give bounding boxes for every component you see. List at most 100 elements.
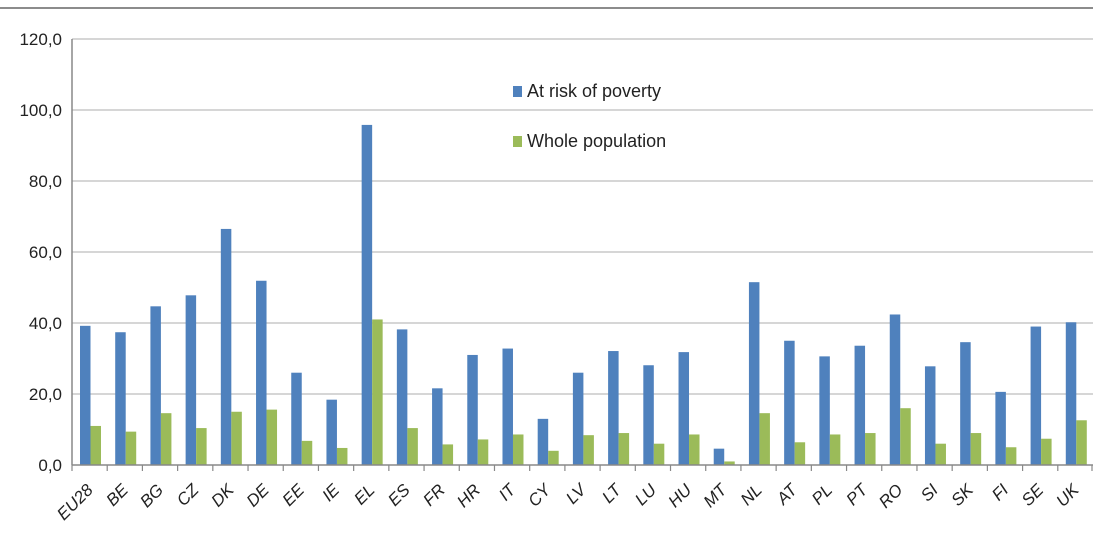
bar-whole-hr (477, 439, 489, 465)
bar-at-risk-hr (467, 354, 478, 465)
bar-whole-ro (900, 408, 911, 465)
bar-whole-fi (1005, 447, 1017, 465)
bar-whole-be (125, 431, 137, 465)
x-category-label: UK (1052, 480, 1083, 511)
bar-at-risk-be (115, 332, 126, 465)
x-category-label: BG (136, 480, 167, 511)
bar-whole-uk (1076, 420, 1087, 465)
x-category-label: DE (243, 480, 274, 511)
y-tick-label: 100,0 (19, 101, 62, 120)
bar-whole-el (372, 319, 383, 465)
bar-whole-cz (196, 428, 207, 465)
x-category-label: SK (948, 480, 978, 510)
bar-at-risk-lt (608, 351, 619, 465)
bar-at-risk-se (1030, 326, 1042, 465)
bar-whole-it (512, 434, 524, 465)
x-category-label: LU (631, 480, 660, 509)
x-category-label: SE (1018, 480, 1048, 510)
bar-whole-fr (442, 444, 454, 465)
bar-at-risk-lv (572, 372, 584, 465)
bar-at-risk-fi (995, 391, 1006, 465)
bar-at-risk-sk (960, 342, 971, 465)
bar-whole-es (407, 428, 418, 465)
legend: At risk of poverty Whole population (513, 81, 666, 151)
bar-at-risk-uk (1065, 322, 1077, 465)
y-tick-label: 60,0 (29, 243, 62, 262)
bar-whole-nl (759, 413, 770, 465)
bar-whole-pl (829, 434, 841, 465)
y-tick-label: 120,0 (19, 30, 62, 49)
x-category-label: SI (917, 480, 942, 505)
bar-at-risk-nl (748, 282, 760, 465)
x-category-label: EL (350, 480, 378, 508)
x-category-label: LT (598, 479, 626, 507)
bar-whole-eu28 (90, 425, 101, 465)
bar-at-risk-es (396, 329, 408, 465)
bar-whole-lt (618, 433, 630, 465)
bar-at-risk-dk (220, 228, 232, 465)
bar-whole-sk (970, 433, 982, 465)
y-tick-label: 20,0 (29, 385, 62, 404)
bar-at-risk-de (256, 280, 267, 465)
bar-whole-hu (689, 434, 700, 465)
x-category-label: RO (875, 480, 906, 511)
x-category-label: IE (318, 480, 343, 505)
bar-whole-ee (301, 440, 313, 465)
bar-at-risk-el (361, 124, 373, 465)
x-category-label: FR (419, 480, 448, 509)
x-category-label: PT (843, 479, 873, 509)
bar-at-risk-eu28 (80, 325, 91, 465)
bar-whole-lv (583, 435, 594, 465)
legend-label-whole: Whole population (527, 131, 666, 151)
bar-at-risk-ee (291, 372, 302, 465)
bar-at-risk-cz (185, 295, 197, 465)
legend-swatch-whole (513, 136, 522, 147)
x-category-label: CZ (173, 480, 203, 510)
bar-at-risk-pl (819, 356, 830, 465)
x-category-label: IT (495, 479, 520, 504)
bar-whole-lu (653, 443, 665, 465)
x-category-label: BE (103, 480, 133, 510)
x-category-label: NL (737, 480, 766, 509)
bar-whole-se (1041, 438, 1052, 465)
x-category-label: EE (279, 480, 309, 510)
y-tick-label: 40,0 (29, 314, 62, 333)
bar-at-risk-pt (854, 345, 866, 465)
bar-whole-pt (865, 433, 876, 465)
bar-at-risk-hu (678, 352, 690, 465)
bar-at-risk-lu (643, 365, 654, 465)
bar-whole-bg (160, 413, 172, 465)
bar-at-risk-cy (537, 418, 549, 465)
legend-label-at-risk: At risk of poverty (527, 81, 661, 101)
bar-whole-mt (724, 461, 735, 465)
x-category-label: DK (208, 480, 239, 511)
x-category-label: CY (524, 479, 555, 510)
bar-whole-at (794, 442, 806, 465)
bar-at-risk-ie (326, 399, 337, 465)
x-category-label: HR (453, 480, 484, 511)
bar-at-risk-fr (432, 388, 443, 465)
bar-at-risk-ro (889, 314, 901, 465)
bars (80, 124, 1087, 465)
bar-at-risk-mt (713, 448, 725, 465)
x-category-label: HU (665, 480, 696, 511)
bar-whole-cy (548, 450, 559, 465)
x-category-label: ES (384, 480, 414, 510)
bar-whole-dk (231, 411, 242, 465)
bar-whole-si (935, 443, 946, 465)
x-category-label: PL (808, 480, 836, 508)
bar-at-risk-at (784, 340, 795, 465)
gridlines (72, 38, 1093, 395)
x-category-label: MT (700, 479, 732, 511)
bar-at-risk-it (502, 348, 513, 465)
y-tick-label: 0,0 (38, 456, 62, 475)
bar-at-risk-bg (150, 306, 161, 465)
bar-whole-de (266, 409, 278, 465)
x-category-label: EU28 (53, 480, 97, 524)
x-category-label: AT (772, 479, 802, 509)
legend-swatch-at-risk (513, 86, 522, 97)
x-category-label: FI (988, 480, 1012, 504)
bar-at-risk-si (924, 366, 936, 465)
